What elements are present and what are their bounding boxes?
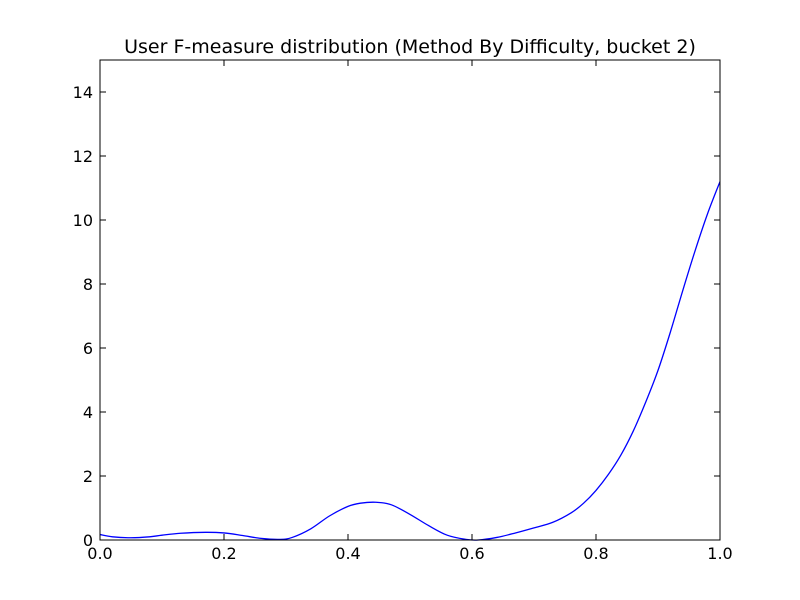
plot-area	[99, 181, 721, 541]
y-tick-label: 12	[73, 147, 93, 166]
x-tick-label: 1.0	[707, 544, 732, 563]
y-tick-label: 14	[73, 83, 93, 102]
x-tick-label: 0.8	[583, 544, 608, 563]
x-tick-label: 0.4	[335, 544, 360, 563]
y-tick-label: 10	[73, 211, 93, 230]
y-tick-label: 8	[83, 275, 93, 294]
y-tick-label: 4	[83, 403, 93, 422]
x-tick-label: 0.2	[211, 544, 236, 563]
y-tick-label: 2	[83, 467, 93, 486]
x-tick-label: 0.6	[459, 544, 484, 563]
chart-title: User F-measure distribution (Method By D…	[124, 36, 696, 58]
y-tick-label: 6	[83, 339, 93, 358]
x-tick-label: 0.0	[87, 544, 112, 563]
y-tick-label: 0	[83, 531, 93, 550]
plot-frame	[99, 59, 721, 541]
series-line-0	[99, 181, 721, 541]
axis-ticks: 0.0 0.2 0.4 0.6 0.8 1.0 0 2 4 6 8 10 12 14	[73, 60, 733, 563]
